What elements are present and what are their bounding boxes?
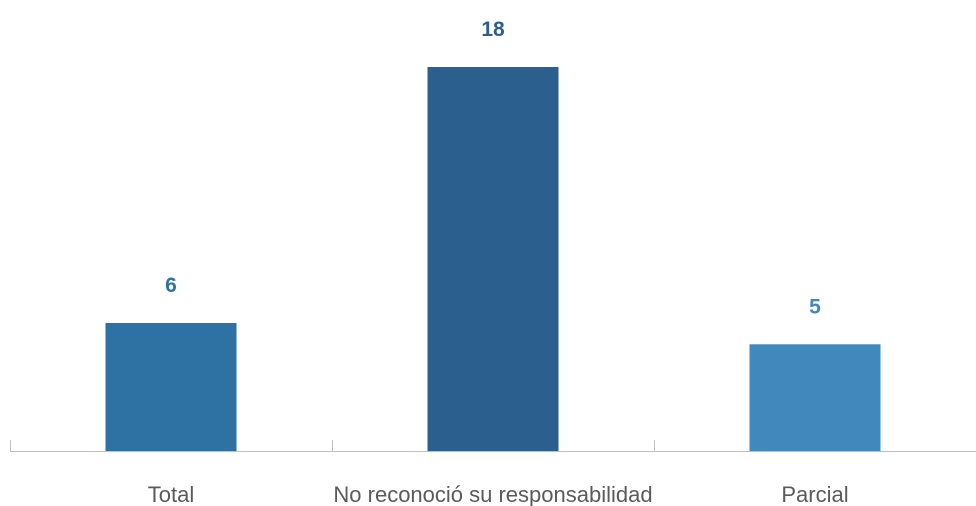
bars-group: [105, 67, 881, 451]
value-label-0: 6: [165, 274, 177, 297]
category-labels-group: Total No reconoció su responsabilidad Parc…: [148, 482, 849, 506]
value-label-2: 5: [809, 295, 821, 318]
x-axis: [10, 440, 976, 452]
category-label-2: Parcial: [781, 482, 848, 506]
bar-2: [749, 344, 881, 451]
bar-1: [427, 67, 559, 451]
value-label-1: 18: [481, 18, 505, 41]
category-label-0: Total: [148, 482, 194, 506]
category-label-1: No reconoció su responsabilidad: [333, 482, 652, 506]
value-labels-group: 6 18 5: [165, 18, 821, 318]
bar-0: [105, 323, 237, 451]
